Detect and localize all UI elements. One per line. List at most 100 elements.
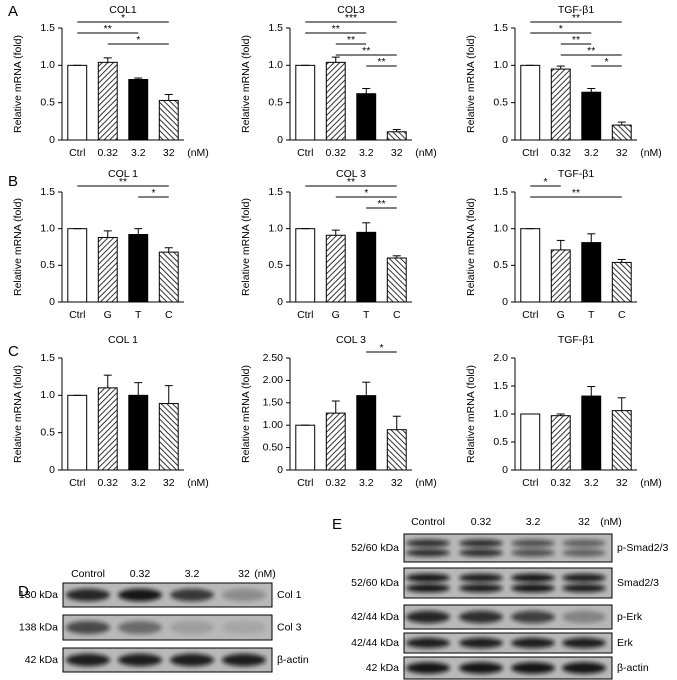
x-tick-label: 32 [163,147,175,159]
y-axis-label: Relative mRNA (fold) [12,365,24,463]
chart-title: TGF-β1 [558,4,595,16]
band [562,548,606,557]
band [459,583,503,593]
y-tick-label: 0.5 [268,96,283,108]
band [511,548,555,557]
x-tick-label: 3.2 [131,477,146,489]
chart-title: COL 3 [336,334,366,346]
y-tick-label: 0 [49,464,55,476]
band [118,653,162,667]
x-tick-label: Ctrl [522,477,538,489]
x-tick-label: Ctrl [69,477,85,489]
x-tick-label: 0.32 [98,477,119,489]
protein-label: Col 1 [277,589,302,601]
band [459,573,503,583]
protein-label: β-actin [277,654,309,666]
significance-label: ** [362,45,370,57]
lane-label: Control [411,516,445,528]
band [66,653,110,667]
protein-label: Col 3 [277,621,302,633]
y-tick-label: 1.0 [40,59,55,71]
band [222,621,266,634]
y-tick-label: 0 [49,134,55,146]
kda-label: 42 kDa [366,662,399,674]
y-tick-label: 0 [277,296,283,308]
bar [386,429,407,471]
x-tick-label: G [557,309,565,321]
y-tick-label: 0 [502,464,508,476]
bar [520,413,541,471]
x-tick-label: 3.2 [359,147,374,159]
kda-label: 130 kDa [19,589,58,601]
y-tick-label: 1.5 [493,186,508,198]
band [170,653,214,667]
bar [581,395,602,471]
band [406,610,450,624]
bar [386,257,407,303]
significance-label: * [559,23,563,35]
x-tick-label: Ctrl [69,309,85,321]
chart-title: TGF-β1 [558,168,595,180]
x-tick-label: G [332,309,340,321]
y-tick-label: 1.00 [263,419,284,431]
x-tick-label: Ctrl [522,309,538,321]
significance-label: *** [345,12,357,24]
x-tick-label: 0.32 [326,477,347,489]
lane-label: 3.2 [185,568,200,580]
lane-label: 0.32 [471,516,492,528]
panel-label: D [18,583,29,600]
significance-label: ** [347,34,355,46]
x-tick-label: 3.2 [131,147,146,159]
lane-label: 32 [578,516,590,528]
x-tick-label: C [165,309,173,321]
x-tick-label: T [588,309,595,321]
x-tick-label: C [393,309,401,321]
bar [67,228,88,303]
band [562,662,606,674]
y-tick-label: 0.5 [268,259,283,271]
y-tick-label: 0.5 [40,259,55,271]
significance-label: * [379,342,383,354]
y-tick-label: 1.5 [268,22,283,34]
panel-label: E [332,516,342,533]
band [562,573,606,583]
significance-label: ** [572,187,580,199]
y-tick-label: 2.0 [493,352,508,364]
x-tick-label: 0.32 [98,147,119,159]
kda-label: 42 kDa [25,654,58,666]
y-tick-label: 0 [277,134,283,146]
y-tick-label: 0.5 [493,259,508,271]
bar [97,387,118,471]
bar [581,91,602,141]
x-tick-label: 0.32 [551,147,572,159]
band [459,637,503,649]
band [406,573,450,583]
x-tick-label: 0.32 [326,147,347,159]
chart-title: COL 1 [108,334,138,346]
band [562,637,606,649]
bar [128,79,149,141]
y-axis-label: Relative mRNA (fold) [12,198,24,296]
significance-label: ** [347,176,355,188]
unit-label: (nM) [600,516,622,528]
significance-label: * [121,12,125,24]
y-tick-label: 0 [277,464,283,476]
bar [67,64,88,141]
protein-label: p-Erk [617,611,643,623]
significance-label: * [151,187,155,199]
chart-title: COL 3 [336,168,366,180]
bar [550,68,571,141]
blot-strip [403,632,613,654]
bar [295,228,316,303]
y-tick-label: 1.0 [268,222,283,234]
bar [97,236,118,303]
band [459,610,503,624]
x-tick-label: C [618,309,626,321]
y-tick-label: 1.5 [40,352,55,364]
band [459,548,503,557]
band [511,573,555,583]
band [511,583,555,593]
bar [128,394,149,471]
y-tick-label: 1.0 [40,222,55,234]
band [459,662,503,674]
